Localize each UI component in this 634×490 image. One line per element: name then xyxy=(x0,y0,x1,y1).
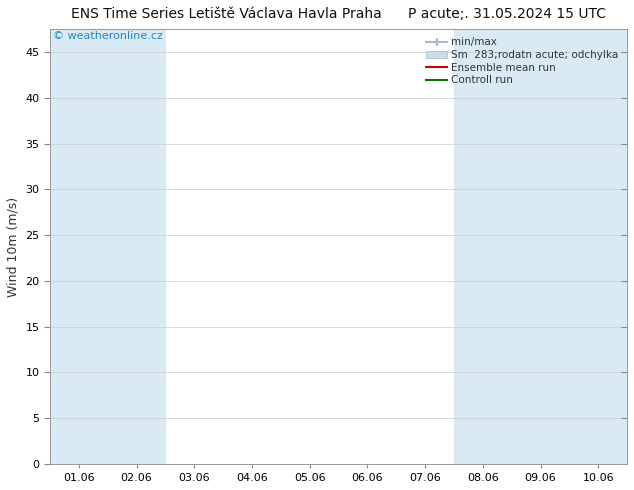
Bar xyxy=(454,29,512,464)
Title: ENS Time Series Letiště Václava Havla Praha      P acute;. 31.05.2024 15 UTC: ENS Time Series Letiště Václava Havla Pr… xyxy=(71,7,606,21)
Bar xyxy=(512,29,569,464)
Text: © weatheronline.cz: © weatheronline.cz xyxy=(53,31,163,41)
Bar xyxy=(569,29,627,464)
Bar xyxy=(108,29,165,464)
Y-axis label: Wind 10m (m/s): Wind 10m (m/s) xyxy=(7,196,20,296)
Legend: min/max, Sm  283;rodatn acute; odchylka, Ensemble mean run, Controll run: min/max, Sm 283;rodatn acute; odchylka, … xyxy=(424,34,622,88)
Bar xyxy=(50,29,108,464)
